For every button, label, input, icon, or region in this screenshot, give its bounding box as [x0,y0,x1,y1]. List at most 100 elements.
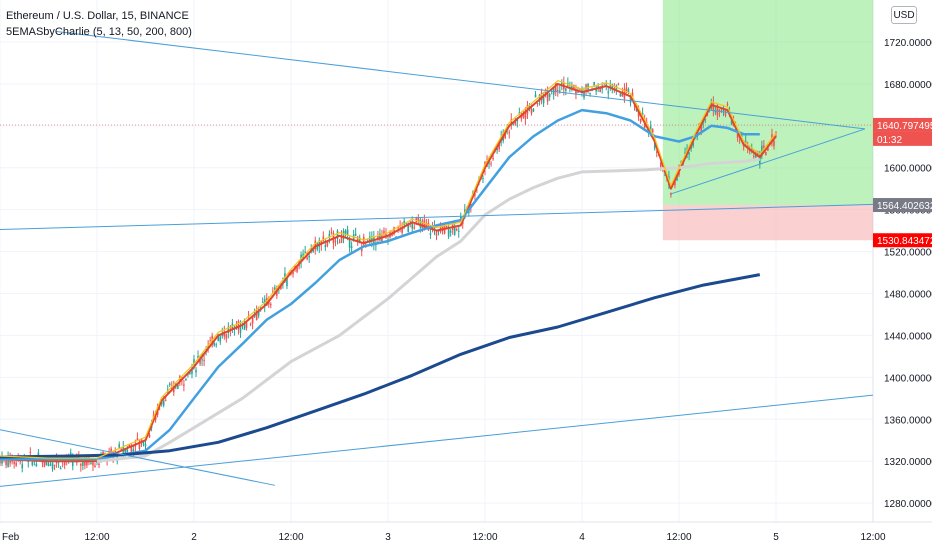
ema-line-3 [96,157,760,463]
candle-body [415,217,418,223]
position-zones [0,0,873,241]
ema-line-2 [0,108,760,461]
candle-body [474,193,476,196]
candle-body [201,359,203,361]
candle-body [144,443,147,447]
candle-body [84,460,86,466]
candle-body [5,459,7,466]
candle-body [674,180,676,186]
candle-body [221,333,224,337]
candle-body [371,237,373,241]
candle-body [288,272,290,275]
candle-body [215,344,218,346]
candle-body [304,251,306,253]
candle-body [508,132,511,134]
candle-body [536,103,539,105]
candle-body [577,91,579,93]
candle-body [312,249,315,252]
candle-body [193,359,195,366]
candle-body [261,301,264,303]
candle-body [696,136,698,138]
candle-body [542,97,545,104]
ema-line-4 [0,273,761,459]
candle-body [393,227,395,235]
candle-body [482,177,484,179]
candle-body [47,463,50,466]
candle-body [177,384,179,389]
trendline [670,128,866,195]
loss-zone [662,205,873,241]
candle-body [548,93,551,97]
candle-body [490,163,492,165]
candle-body [334,240,337,242]
candle-body [587,83,589,90]
candle-body [13,461,15,464]
x-tick-label: 12:00 [278,532,303,543]
candle-body [407,223,410,232]
candle-body [504,132,507,139]
time-axis[interactable]: Feb 12:00 2 12:00 3 12:00 4 12:00 5 12:00 [2,532,886,543]
candle-body [120,449,123,451]
candle-body [498,142,500,150]
indicator-title[interactable]: 5EMASbyCharlie (5, 13, 50, 200, 800) [6,26,192,38]
candle-body [718,109,721,112]
candle-body [354,233,357,236]
candle-body [286,277,288,287]
price-tag-bg [873,198,932,213]
candle-body [684,152,686,154]
candle-body [249,323,252,325]
candle-body [267,301,270,305]
candle-body [314,240,317,250]
candle-body [350,246,353,248]
candle-body [110,448,112,453]
symbol-title[interactable]: Ethereum / U.S. Dollar, 15, BINANCE [6,10,189,22]
candle-body [637,111,640,117]
y-tick-label: 1360.000000 [884,415,932,426]
candle-body [269,304,272,306]
candle-body [639,119,642,123]
candle-body [265,297,268,306]
candle-body [102,451,104,456]
candle-body [35,463,38,467]
candle-body [457,230,460,232]
candle-body [427,222,430,231]
candle-body [726,103,729,105]
candle-body [676,175,678,181]
candle-body [423,219,426,229]
candle-body [49,464,52,466]
candle-body [712,102,715,111]
y-tick-label: 1480.000000 [884,289,932,300]
trendline [0,429,275,486]
candle-body [496,148,498,151]
candle-body [140,438,143,443]
candle-body [556,90,559,92]
candle-body [585,84,587,90]
candle-body [619,93,622,97]
ema-line-5 [0,80,777,459]
candle-body [292,271,294,275]
y-tick-label: 1600.000000 [884,164,932,175]
candle-body [565,88,567,91]
candle-body [11,460,13,462]
candle-body [605,82,608,85]
candle-body [540,92,543,101]
price-axis[interactable]: 1280.000000 1320.000000 1360.000000 1400.00… [884,38,932,510]
y-tick-label: 1520.000000 [884,248,932,259]
candle-body [148,435,151,438]
candle-body [589,92,591,94]
candle-body [631,92,634,97]
candle-body [744,140,747,143]
candle-body [272,291,274,293]
candle-body [510,119,513,126]
candle-body [245,322,248,328]
candle-body [421,221,424,228]
candle-body [328,233,331,238]
candle-body [419,219,422,228]
currency-button[interactable]: USD [891,6,917,24]
candle-body [573,84,575,90]
candle-body [621,93,624,97]
candle-body [625,87,628,93]
candle-body [197,356,199,359]
candle-body [130,446,133,452]
